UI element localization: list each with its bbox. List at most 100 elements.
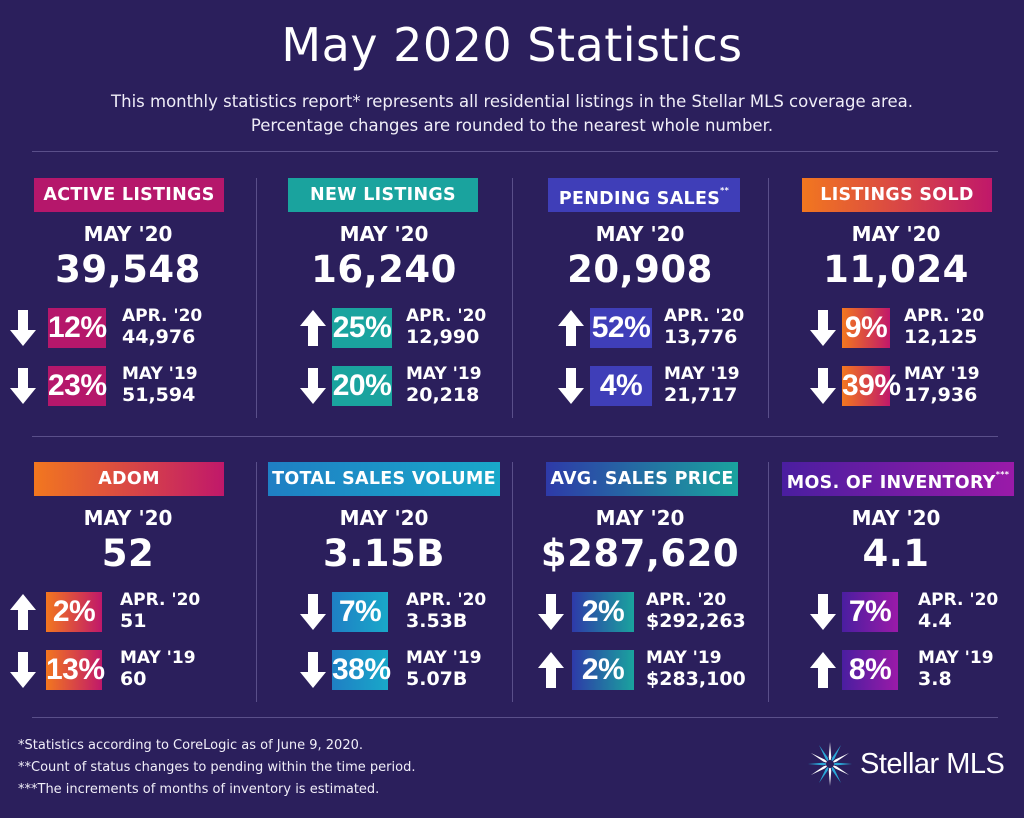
comparison-row: 8% MAY '19 3.8	[768, 648, 1024, 696]
stat-label: NEW LISTINGS	[310, 185, 456, 205]
comparison-value: 51	[120, 610, 147, 632]
current-period: MAY '20	[339, 506, 429, 530]
current-period: MAY '20	[595, 506, 685, 530]
current-period: MAY '20	[83, 506, 173, 530]
current-period: MAY '20	[851, 222, 941, 246]
page-title: May 2020 Statistics	[281, 18, 743, 72]
comparison-value: 21,717	[664, 384, 738, 406]
logo-text: Stellar MLS	[860, 748, 1005, 780]
col-divider-4	[256, 462, 257, 702]
comparison-row: 39% MAY '19 17,936	[768, 364, 1024, 412]
current-value: 20,908	[567, 248, 713, 291]
comparison-row: 2% APR. '20 $292,263	[512, 590, 768, 638]
comparison-row: 7% APR. '20 3.53B	[256, 590, 512, 638]
comparison-value: 3.53B	[406, 610, 468, 632]
comparison-value: $292,263	[646, 610, 746, 632]
comparison-value: 12,990	[406, 326, 480, 348]
footnote-1: *Statistics according to CoreLogic as of…	[18, 738, 363, 753]
current-value: 16,240	[311, 248, 457, 291]
comparison-row: 9% APR. '20 12,125	[768, 306, 1024, 354]
comparison-row: 4% MAY '19 21,717	[512, 364, 768, 412]
bottom-divider	[32, 717, 998, 718]
stat-card: ADOM MAY '20 52 2% APR. '20 51 13% MAY '19 60	[0, 462, 256, 712]
comparison-period: MAY '19	[122, 364, 198, 384]
stat-card: LISTINGS SOLD MAY '20 11,024 9% APR. '20 12,1…	[768, 178, 1024, 428]
comparison-period: APR. '20	[904, 306, 985, 326]
comparison-row: 7% APR. '20 4.4	[768, 590, 1024, 638]
stat-label-badge: ACTIVE LISTINGS	[34, 178, 224, 212]
current-period: MAY '20	[851, 506, 941, 530]
comparison-period: MAY '19	[918, 648, 994, 668]
subtitle-line-1: This monthly statistics report* represen…	[111, 92, 913, 111]
stat-card: TOTAL SALES VOLUME MAY '20 3.15B 7% APR. '20…	[256, 462, 512, 712]
footnote-marker: ***	[995, 470, 1010, 479]
comparison-value: 3.8	[918, 668, 952, 690]
middle-divider	[32, 436, 998, 437]
comparison-value: 12,125	[904, 326, 978, 348]
percent-change: 7%	[842, 592, 898, 632]
percent-change: 2%	[46, 592, 102, 632]
arrow-down-icon	[808, 366, 838, 406]
percent-change: 25%	[332, 308, 392, 348]
col-divider-6	[768, 462, 769, 702]
arrow-up-icon	[556, 308, 586, 348]
stat-label: TOTAL SALES VOLUME	[272, 469, 496, 489]
comparison-row: 13% MAY '19 60	[0, 648, 256, 696]
stat-card: ACTIVE LISTINGS MAY '20 39,548 12% APR. '20 4…	[0, 178, 256, 428]
comparison-period: APR. '20	[122, 306, 203, 326]
arrow-up-icon	[808, 650, 838, 690]
percent-change: 2%	[572, 592, 634, 632]
stat-label: AVG. SALES PRICE	[550, 469, 734, 489]
col-divider-3	[768, 178, 769, 418]
stat-label-badge: ADOM	[34, 462, 224, 496]
current-value: $287,620	[540, 532, 740, 575]
percent-change: 38%	[332, 650, 391, 690]
comparison-row: 2% MAY '19 $283,100	[512, 648, 768, 696]
arrow-up-icon	[298, 308, 328, 348]
comparison-value: 20,218	[406, 384, 480, 406]
percent-change: 9%	[842, 308, 890, 348]
comparison-period: APR. '20	[664, 306, 745, 326]
arrow-down-icon	[298, 592, 328, 632]
percent-change: 4%	[590, 366, 652, 406]
stat-card: PENDING SALES** MAY '20 20,908 52% APR. '20 1…	[512, 178, 768, 428]
comparison-row: 23% MAY '19 51,594	[0, 364, 256, 412]
stellar-mls-logo: Stellar MLS	[806, 738, 1006, 794]
percent-change: 12%	[48, 308, 107, 348]
stat-label: MOS. OF INVENTORY	[786, 472, 996, 493]
col-divider-2	[512, 178, 513, 418]
comparison-row: 12% APR. '20 44,976	[0, 306, 256, 354]
arrow-down-icon	[556, 366, 586, 406]
arrow-up-icon	[8, 592, 38, 632]
comparison-period: MAY '19	[406, 364, 482, 384]
current-period: MAY '20	[339, 222, 429, 246]
comparison-period: MAY '19	[646, 648, 722, 668]
comparison-row: 20% MAY '19 20,218	[256, 364, 512, 412]
footnotes: *Statistics according to CoreLogic as of…	[18, 735, 415, 801]
comparison-value: 4.4	[918, 610, 952, 632]
footnote-2: **Count of status changes to pending wit…	[18, 760, 416, 775]
stat-label: ACTIVE LISTINGS	[43, 185, 215, 205]
comparison-period: APR. '20	[120, 590, 201, 610]
arrow-down-icon	[8, 650, 38, 690]
stat-label-badge: PENDING SALES**	[548, 178, 740, 212]
comparison-period: APR. '20	[406, 306, 487, 326]
current-value: 39,548	[55, 248, 201, 291]
comparison-period: APR. '20	[646, 590, 727, 610]
comparison-period: MAY '19	[120, 648, 196, 668]
arrow-down-icon	[808, 308, 838, 348]
comparison-row: 52% APR. '20 13,776	[512, 306, 768, 354]
current-value: 3.15B	[323, 532, 445, 575]
percent-change: 8%	[842, 650, 898, 690]
comparison-value: 5.07B	[406, 668, 468, 690]
arrow-down-icon	[298, 650, 328, 690]
comparison-row: 38% MAY '19 5.07B	[256, 648, 512, 696]
comparison-period: MAY '19	[406, 648, 482, 668]
stat-label-badge: TOTAL SALES VOLUME	[268, 462, 500, 496]
arrow-down-icon	[298, 366, 328, 406]
percent-change: 23%	[48, 366, 107, 406]
arrow-down-icon	[8, 308, 38, 348]
stat-card: AVG. SALES PRICE MAY '20 $287,620 2% APR. '2…	[512, 462, 768, 712]
comparison-period: APR. '20	[406, 590, 487, 610]
comparison-row: 2% APR. '20 51	[0, 590, 256, 638]
